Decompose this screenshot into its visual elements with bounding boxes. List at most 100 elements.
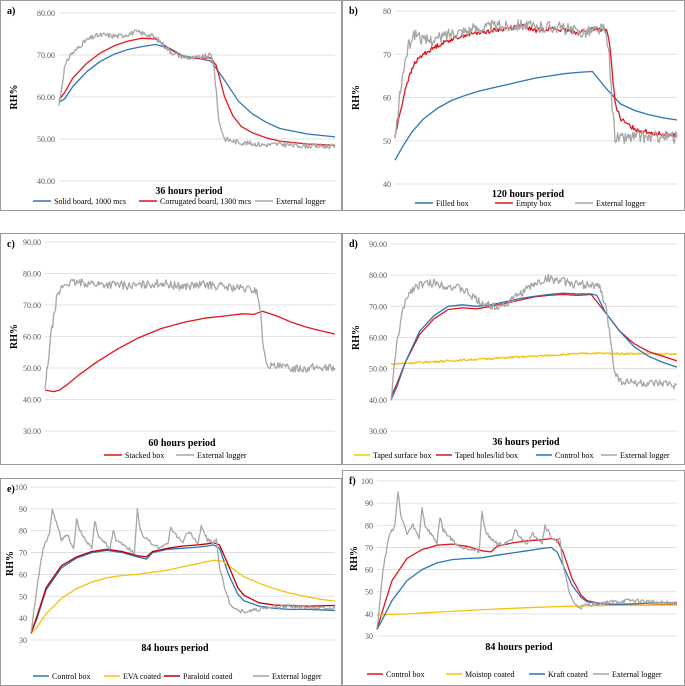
- y-tick-label: 50.00: [37, 135, 55, 144]
- y-tick-label: 70.00: [23, 301, 41, 310]
- y-tick-label: 80.00: [23, 270, 41, 279]
- y-tick-label: 40.00: [23, 396, 41, 405]
- series-line-grey: [376, 491, 678, 628]
- y-axis-label: RH%: [9, 324, 20, 349]
- y-axis-label: RH%: [351, 325, 362, 350]
- legend-label: Taped surface box: [373, 451, 432, 460]
- chart-svg-a: 40.00 50.00 60.00 70.00 80.00 a) RH% 36 hours p…: [7, 6, 336, 206]
- chart-title: 36 hours period: [492, 437, 560, 448]
- series-line-red: [44, 310, 336, 393]
- y-tick-label: 70: [365, 543, 373, 552]
- y-tick-label: 80: [19, 527, 27, 536]
- chart-panel-c: 30.00 40.00 50.00 60.00 70.00 80.00 90.00 c) RH%…: [0, 233, 342, 465]
- y-tick-label: 30.00: [23, 427, 41, 436]
- y-tick-label: 60.00: [37, 93, 55, 102]
- panel-label: e): [7, 484, 15, 495]
- chart-panel-a: 40.00 50.00 60.00 70.00 80.00 a) RH% 36 hours p…: [0, 0, 342, 211]
- y-tick-label: 70: [383, 50, 391, 59]
- legend-label: External logger: [197, 451, 247, 460]
- panel-label: c): [7, 239, 15, 250]
- y-tick-label: 50: [383, 137, 391, 146]
- panel-label: b): [349, 6, 358, 17]
- legend-label: Solid board, 1000 mcs: [54, 197, 126, 206]
- y-tick-label: 70.00: [37, 51, 55, 60]
- chart-svg-b: 40 50 60 70 80 b) RH% 120 hours period Filled bo…: [349, 6, 678, 208]
- legend-label: External logger: [276, 197, 326, 206]
- y-tick-label: 40.00: [369, 396, 387, 405]
- y-axis-label: RH%: [349, 546, 360, 571]
- legend-label: Control box: [555, 451, 593, 460]
- series-line-grey: [394, 19, 678, 144]
- y-tick-label: 90.00: [23, 238, 41, 247]
- panel-label: a): [7, 6, 15, 17]
- y-tick-label: 60: [383, 94, 391, 103]
- legend-label: Moistop coated: [465, 670, 515, 679]
- chart-title: 84 hours period: [485, 642, 553, 653]
- series-line-grey: [58, 29, 336, 150]
- y-tick-label: 40: [365, 610, 373, 619]
- y-tick-label: 100: [15, 483, 27, 492]
- series-line-blue: [390, 292, 678, 401]
- y-tick-label: 50: [365, 588, 373, 597]
- legend-label: External logger: [596, 199, 646, 208]
- legend-label: Corrugated board, 1300 mcs: [160, 197, 251, 206]
- y-tick-label: 50: [19, 592, 27, 601]
- chart-title: 84 hours period: [141, 643, 209, 654]
- panel-label: f): [349, 476, 356, 487]
- chart-svg-c: 30.00 40.00 50.00 60.00 70.00 80.00 90.00 c) RH%…: [7, 238, 336, 460]
- chart-svg-d: 30.00 40.00 50.00 60.00 70.00 80.00 90.00 d) RH%…: [349, 239, 678, 460]
- series-line-red: [394, 23, 678, 138]
- legend-label: External logger: [620, 451, 670, 460]
- y-tick-label: 60: [365, 566, 373, 575]
- legend-label: Control box: [52, 672, 90, 681]
- y-tick-label: 80.00: [369, 271, 387, 280]
- series-line-grey: [44, 278, 336, 389]
- legend-label: Filled box: [436, 199, 469, 208]
- y-tick-label: 90.00: [369, 240, 387, 249]
- series-line-darkred: [30, 542, 336, 634]
- y-tick-label: 40: [19, 614, 27, 623]
- chart-panel-d: 30.00 40.00 50.00 60.00 70.00 80.00 90.00 d) RH%…: [342, 233, 685, 465]
- y-tick-label: 30.00: [369, 427, 387, 436]
- series-line-blue: [58, 43, 336, 138]
- legend-label: Paraloid coated: [183, 672, 233, 681]
- series-line-red: [376, 537, 678, 630]
- legend-label: External logger: [272, 672, 322, 681]
- chart-title: 36 hours period: [155, 186, 223, 197]
- chart-title: 120 hours period: [492, 189, 565, 200]
- y-tick-label: 80: [365, 521, 373, 530]
- chart-panel-f: 30 40 50 60 70 80 90 100 f) RH% 84 hours period Con…: [342, 470, 685, 686]
- series-line-blue: [376, 546, 677, 630]
- y-tick-label: 70.00: [369, 302, 387, 311]
- legend-label: External logger: [612, 670, 662, 679]
- series-line-blue: [30, 544, 336, 634]
- y-tick-label: 60.00: [369, 334, 387, 343]
- y-tick-label: 100: [361, 477, 373, 486]
- series-line-red: [58, 37, 336, 146]
- chart-panel-b: 40 50 60 70 80 b) RH% 120 hours period Filled bo…: [342, 0, 685, 211]
- chart-svg-f: 30 40 50 60 70 80 90 100 f) RH% 84 hours period Con…: [349, 476, 678, 679]
- panel-label: d): [349, 239, 358, 250]
- y-tick-label: 30: [19, 636, 27, 645]
- y-tick-label: 50.00: [23, 364, 41, 373]
- legend-label: Empty box: [516, 199, 551, 208]
- legend-label: Stacked box: [125, 451, 164, 460]
- y-tick-label: 80.00: [37, 9, 55, 18]
- y-tick-label: 60.00: [23, 333, 41, 342]
- y-tick-label: 90: [19, 505, 27, 514]
- legend-label: EVA coated: [123, 672, 161, 681]
- y-tick-label: 90: [365, 499, 373, 508]
- y-tick-label: 60: [19, 570, 27, 579]
- series-line-blue: [394, 70, 678, 161]
- chart-title: 60 hours period: [148, 438, 216, 449]
- legend-label: Taped holes/lid box: [455, 451, 518, 460]
- y-tick-label: 80: [383, 7, 391, 16]
- y-tick-label: 50.00: [369, 365, 387, 374]
- series-line-yellow: [376, 604, 678, 616]
- y-tick-label: 40: [383, 180, 391, 189]
- y-axis-label: RH%: [351, 85, 362, 110]
- series-line-grey: [390, 273, 678, 401]
- y-tick-label: 30: [365, 632, 373, 641]
- y-tick-label: 70: [19, 549, 27, 558]
